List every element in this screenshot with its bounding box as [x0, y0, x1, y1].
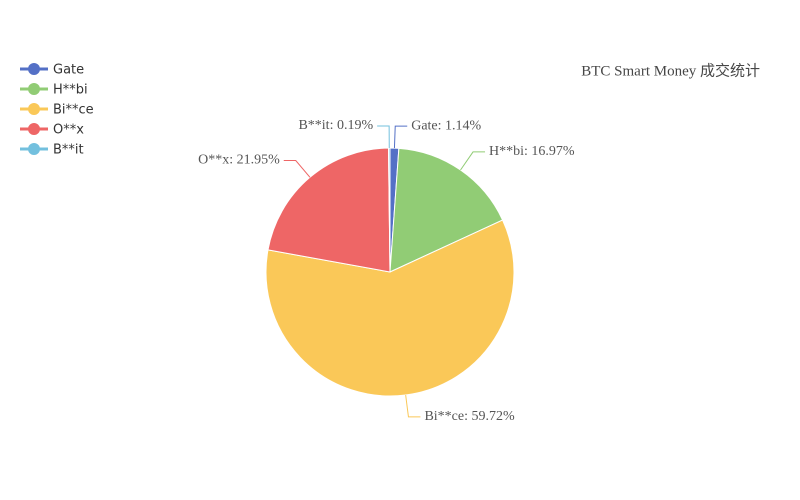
legend-text: Gate: [53, 63, 84, 78]
legend-icon: [28, 123, 40, 135]
legend-text: Bi**ce: [53, 103, 94, 118]
pie-slice: [389, 147, 504, 273]
pie-slice: [265, 219, 515, 397]
label-line: [393, 125, 408, 149]
label-line: [460, 151, 486, 171]
legend-icon: [28, 103, 40, 115]
data-label: B**it: 0.19%: [298, 118, 373, 133]
legend-icon: [28, 63, 40, 75]
legend-text: B**it: [53, 143, 84, 158]
legend-icon: [28, 83, 40, 95]
pie-slice: [267, 147, 391, 273]
data-label: H**bi: 16.97%: [489, 144, 575, 159]
label-line: [377, 125, 390, 149]
pie-slice: [388, 147, 391, 273]
legend-icon: [28, 143, 40, 155]
data-label: Bi**ce: 59.72%: [424, 409, 515, 424]
chart-title: BTC Smart Money 成交统计: [581, 61, 760, 79]
legend-text: H**bi: [53, 83, 88, 98]
label-line: [405, 394, 421, 418]
data-label: O**x: 21.95%: [198, 153, 280, 168]
legend-text: O**x: [53, 123, 84, 138]
data-label: Gate: 1.14%: [411, 118, 481, 133]
label-line: [283, 159, 311, 178]
